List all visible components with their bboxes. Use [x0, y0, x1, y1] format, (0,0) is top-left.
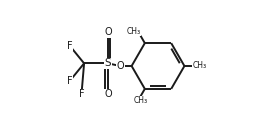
- Text: F: F: [67, 41, 72, 51]
- Text: O: O: [104, 89, 112, 99]
- Text: S: S: [105, 58, 111, 68]
- Text: F: F: [79, 89, 84, 99]
- Text: CH₃: CH₃: [126, 27, 140, 36]
- Text: CH₃: CH₃: [133, 96, 148, 105]
- Text: O: O: [117, 61, 124, 71]
- Text: O: O: [104, 27, 112, 37]
- Text: CH₃: CH₃: [193, 62, 207, 70]
- Text: F: F: [67, 76, 72, 86]
